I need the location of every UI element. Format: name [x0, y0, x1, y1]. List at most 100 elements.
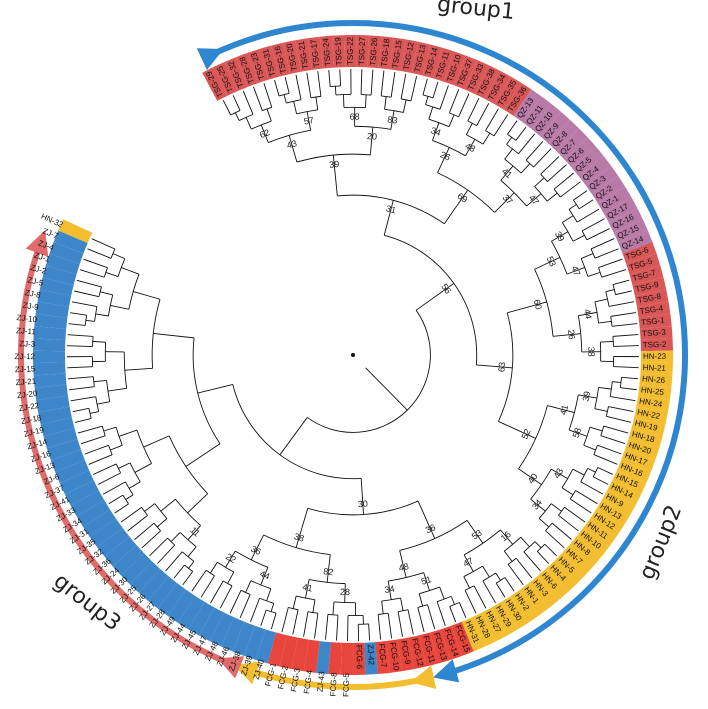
- leaf-sector: [636, 301, 671, 318]
- leaf-sector: [625, 438, 660, 460]
- bootstrap-label: 16: [499, 529, 513, 543]
- leaf-sector: [640, 338, 673, 352]
- branch: [534, 541, 542, 549]
- branch: [450, 596, 455, 605]
- branch: [593, 454, 618, 465]
- leaf-sector: [622, 241, 657, 264]
- branch: [545, 530, 565, 549]
- branch: [402, 99, 407, 113]
- branch: [232, 95, 241, 111]
- branch: [518, 133, 535, 154]
- branch: [495, 572, 501, 581]
- branch: [76, 279, 102, 288]
- branch: [506, 137, 513, 145]
- branch: [537, 543, 546, 552]
- branch: [128, 274, 140, 310]
- leaf-sector: [585, 166, 619, 195]
- branch: [578, 311, 598, 317]
- branch: [334, 86, 337, 95]
- leaf-sector: [589, 509, 624, 537]
- branch: [84, 444, 109, 455]
- tip-label: ZJ-18: [20, 413, 42, 426]
- leaf-sector: [454, 55, 478, 90]
- branch: [605, 289, 615, 293]
- branch: [160, 498, 176, 512]
- tip-label: TSG-27: [357, 36, 367, 65]
- branch: [613, 366, 639, 369]
- bootstrap-label: 60: [532, 298, 544, 310]
- branch: [612, 336, 614, 347]
- leaf-sector: [545, 561, 577, 593]
- bootstrap-label: 82: [323, 566, 334, 577]
- branch: [141, 507, 148, 516]
- branch: [465, 139, 476, 157]
- branch: [378, 612, 389, 615]
- branch: [293, 101, 298, 114]
- tip-label: ZJ-8: [24, 288, 42, 300]
- branch: [592, 467, 599, 478]
- tip-label: HN-23: [643, 352, 667, 361]
- branch: [143, 435, 170, 448]
- leaf-sector: [634, 406, 668, 425]
- branch: [197, 384, 233, 394]
- branch: [538, 518, 550, 528]
- branch: [317, 71, 322, 97]
- branch: [284, 77, 290, 94]
- leaf-sector: [556, 128, 588, 160]
- branch: [332, 155, 338, 196]
- branch: [568, 204, 577, 210]
- branch: [609, 381, 613, 397]
- branch: [67, 366, 93, 369]
- leaf-sector: [640, 362, 673, 376]
- branch: [428, 106, 434, 120]
- branch: [580, 481, 604, 495]
- branch: [562, 215, 574, 223]
- branch: [72, 407, 90, 413]
- leaf-sector: [618, 230, 653, 254]
- leaf-sector: [554, 553, 586, 585]
- branch: [485, 108, 499, 131]
- tip-label: FCG-1: [263, 661, 278, 687]
- branch: [568, 429, 588, 437]
- branch: [209, 562, 218, 574]
- bootstrap-label: 34: [429, 125, 442, 138]
- branch: [610, 396, 636, 402]
- bootstrap-label: 58: [571, 426, 584, 439]
- branch: [156, 518, 168, 528]
- branch: [219, 585, 233, 609]
- branch: [245, 117, 252, 130]
- tip-label: HN-26: [642, 374, 666, 385]
- branch: [106, 380, 111, 402]
- branch: [572, 234, 585, 242]
- branch: [465, 123, 473, 135]
- bootstrap-label: 47: [461, 555, 475, 569]
- bootstrap-label: 63: [496, 362, 507, 373]
- branch: [133, 291, 161, 300]
- tip-label: ZJ-42: [366, 644, 376, 665]
- tree-branches: [67, 69, 639, 641]
- branch: [384, 96, 387, 110]
- branch: [515, 126, 527, 141]
- tip-label: TSG-18: [379, 38, 391, 67]
- branch: [336, 615, 339, 641]
- branch: [288, 135, 298, 163]
- branch: [188, 561, 195, 569]
- branch: [553, 188, 561, 198]
- branch: [467, 120, 477, 127]
- leaf-sector: [537, 568, 568, 601]
- branch: [458, 93, 470, 117]
- branch: [240, 589, 251, 595]
- tip-label: ZJ-22: [18, 401, 40, 413]
- branch: [222, 99, 232, 116]
- branch: [569, 498, 592, 514]
- branch: [422, 94, 434, 99]
- branch: [507, 301, 547, 314]
- leaf-sector: [474, 65, 500, 99]
- branch: [612, 279, 630, 285]
- branch: [598, 258, 623, 269]
- branch: [315, 96, 319, 110]
- bootstrap-label: 62: [258, 127, 271, 140]
- branch: [387, 580, 392, 600]
